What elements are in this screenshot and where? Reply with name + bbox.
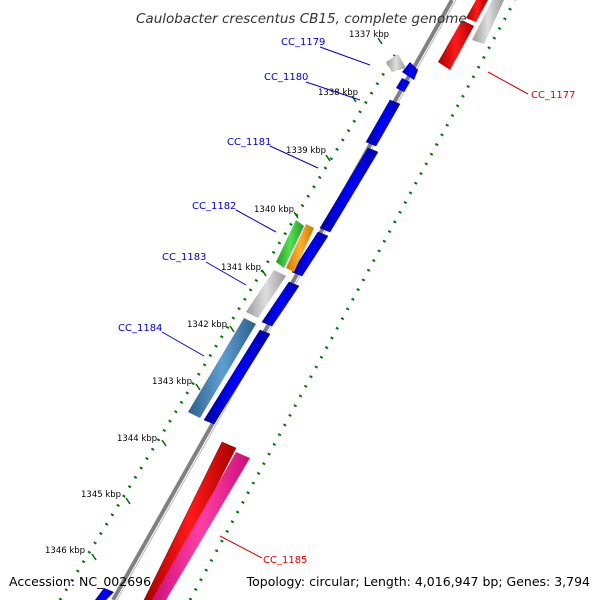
gene-cc1185-forward-start[interactable] (95, 588, 114, 600)
gene-cc1181-forward[interactable] (319, 147, 379, 233)
gene-cc1177-reverse[interactable] (438, 20, 474, 70)
gene-label-cc1181[interactable]: CC_1181 (227, 137, 271, 148)
kbp-label-1341: 1341 kbp (221, 263, 261, 273)
kbp-tick-marks (91, 37, 383, 561)
gene-label-cc1177[interactable]: CC_1177 (531, 90, 575, 101)
topology-info-text: Topology: circular; Length: 4,016,947 bp… (246, 574, 590, 589)
gene-cc1183-cog[interactable] (246, 270, 286, 318)
outer-left-tick-rail (58, 54, 397, 600)
map-title: Caulobacter crescentus CB15, complete ge… (136, 11, 467, 27)
gene-cc1182-cog-orange[interactable] (286, 224, 314, 272)
gene-cc1182-cog-green[interactable] (276, 220, 304, 268)
label-leader-lines (161, 46, 529, 559)
kbp-label-1339: 1339 kbp (286, 146, 326, 156)
gene-cc1177-cog[interactable] (472, 0, 504, 44)
outer-right-tick-rail (188, 0, 517, 600)
gene-cc1180-forward[interactable] (365, 99, 401, 147)
kbp-label-1343: 1343 kbp (152, 377, 192, 387)
gene-cc1182-forward[interactable] (291, 231, 329, 277)
kbp-label-1345: 1345 kbp (81, 490, 121, 500)
kbp-label-1337: 1337 kbp (349, 30, 389, 40)
kbp-label-1342: 1342 kbp (187, 320, 227, 330)
gene-cc1180b-forward[interactable] (396, 78, 410, 92)
gene-label-cc1185[interactable]: CC_1185 (263, 555, 307, 566)
accession-text: Accession: NC_002696 (9, 574, 151, 589)
gene-cc1185-reverse[interactable] (143, 441, 237, 600)
kbp-label-1346: 1346 kbp (45, 546, 85, 556)
gene-cc1184-cog[interactable] (188, 318, 256, 418)
gene-cc1184-forward[interactable] (203, 329, 271, 425)
gene-cc1183-forward[interactable] (261, 281, 300, 327)
gene-label-cc1182[interactable]: CC_1182 (192, 201, 236, 212)
gene-cc1185-cog[interactable] (152, 452, 250, 600)
gene-label-cc1184[interactable]: CC_1184 (118, 323, 162, 334)
kbp-label-1340: 1340 kbp (254, 205, 294, 215)
gene-label-cc1183[interactable]: CC_1183 (162, 252, 206, 263)
gene-cc1177-reverse-2[interactable] (466, 0, 488, 22)
gene-label-cc1179[interactable]: CC_1179 (281, 37, 325, 48)
gene-cc1179-forward[interactable] (402, 62, 418, 80)
gene-cc1179-cog[interactable] (386, 54, 406, 72)
gene-labels: CC_1179 CC_1180 CC_1181 CC_1182 CC_1183 … (118, 37, 575, 566)
gene-label-cc1180[interactable]: CC_1180 (264, 72, 308, 83)
kbp-label-1344: 1344 kbp (117, 434, 157, 444)
